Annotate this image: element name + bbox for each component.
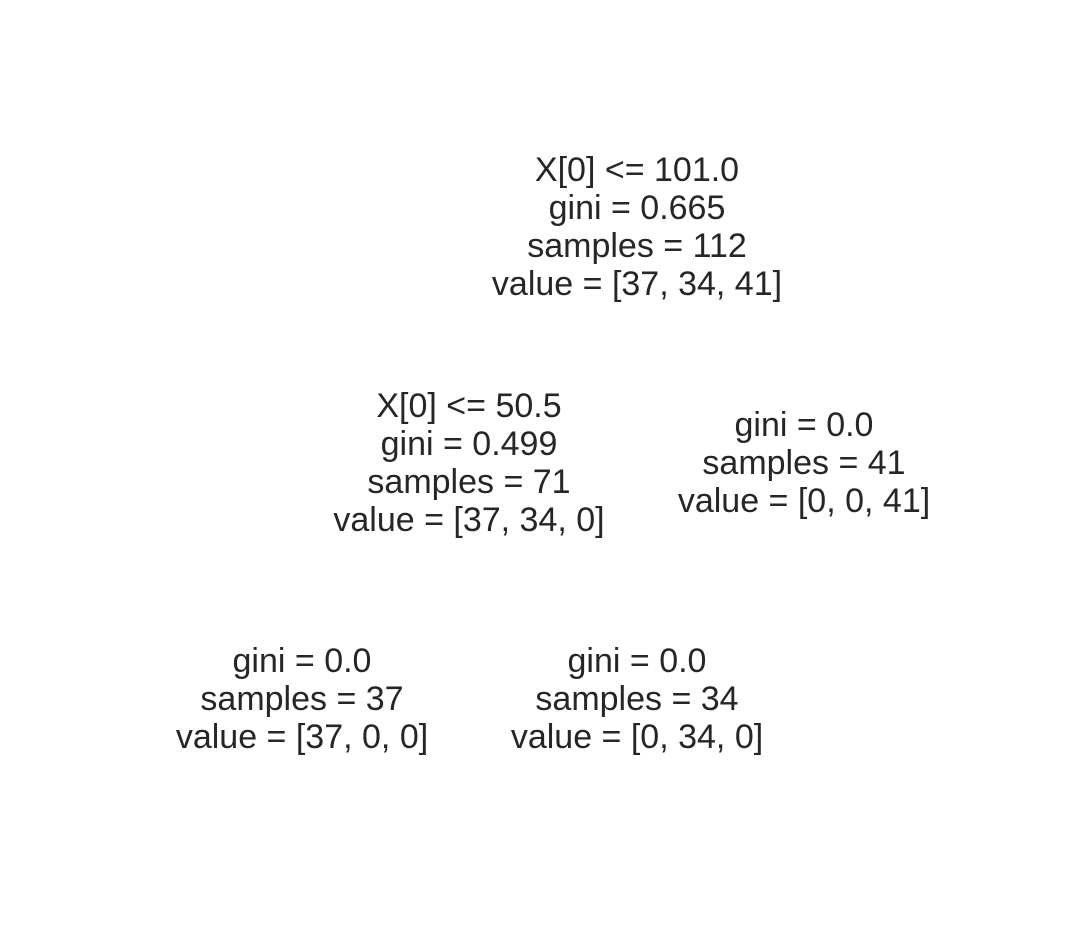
node-gini: gini = 0.0 (232, 642, 372, 680)
node-gini: gini = 0.499 (380, 425, 558, 463)
node-samples: samples = 71 (367, 463, 571, 501)
node-value: value = [37, 0, 0] (175, 718, 429, 756)
node-gini: gini = 0.0 (734, 406, 874, 444)
node-samples: samples = 37 (200, 680, 404, 718)
tree-node-left-right-leaf: gini = 0.0 samples = 34 value = [0, 34, … (511, 642, 763, 756)
node-value: value = [37, 34, 0] (333, 501, 605, 539)
tree-node-left: X[0] <= 50.5 gini = 0.499 samples = 71 v… (333, 387, 604, 539)
node-gini: gini = 0.665 (548, 189, 726, 227)
tree-node-left-left-leaf: gini = 0.0 samples = 37 value = [37, 0, … (176, 642, 428, 756)
node-value: value = [0, 0, 41] (677, 482, 931, 520)
node-value: value = [0, 34, 0] (510, 718, 764, 756)
tree-node-root: X[0] <= 101.0 gini = 0.665 samples = 112… (492, 151, 782, 303)
node-samples: samples = 41 (702, 444, 906, 482)
node-samples: samples = 34 (535, 680, 739, 718)
node-samples: samples = 112 (527, 227, 747, 265)
node-value: value = [37, 34, 41] (491, 265, 783, 303)
node-split-condition: X[0] <= 50.5 (376, 387, 562, 425)
node-gini: gini = 0.0 (567, 642, 707, 680)
node-split-condition: X[0] <= 101.0 (534, 151, 740, 189)
tree-node-right-leaf: gini = 0.0 samples = 41 value = [0, 0, 4… (678, 406, 930, 520)
